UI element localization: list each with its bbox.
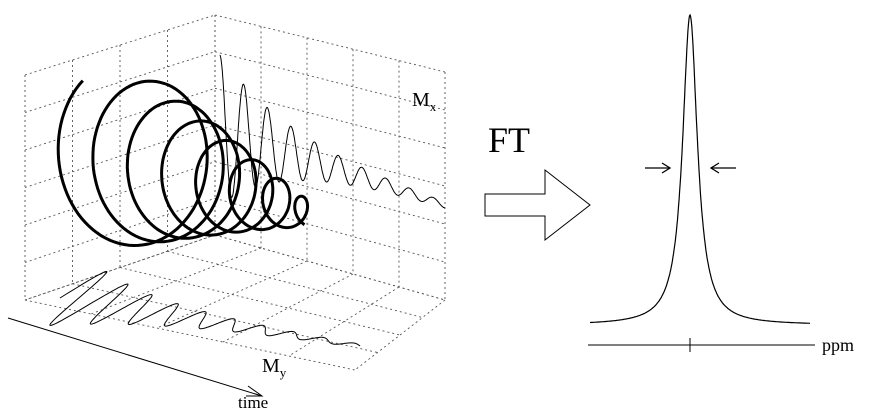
my-sub: y	[280, 365, 287, 380]
spectrum-peak	[590, 15, 810, 323]
dashed-grid	[25, 15, 445, 370]
figure: time Mx My FT ppm	[0, 0, 870, 412]
grid-line	[215, 235, 445, 300]
grid-line	[25, 198, 215, 262]
mx-sub: x	[430, 99, 437, 114]
grid-line	[73, 284, 378, 353]
mx-signal	[220, 55, 445, 208]
mx-label: Mx	[412, 89, 437, 114]
grid-line	[215, 15, 445, 72]
ft-label: FT	[488, 120, 530, 160]
magnetization-spiral	[58, 81, 307, 246]
grid-line	[120, 268, 400, 336]
linewidth-arrows	[645, 163, 736, 173]
grid-line	[168, 251, 423, 317]
time-axis	[8, 318, 262, 396]
ppm-label: ppm	[822, 335, 854, 355]
my-label: My	[262, 355, 287, 380]
mx-main: M	[412, 89, 430, 111]
page: time Mx My FT ppm (() => { const data = …	[0, 0, 870, 412]
grid-line	[215, 52, 445, 110]
grid-line	[355, 300, 445, 370]
ft-arrow	[485, 170, 590, 240]
my-main: M	[262, 355, 280, 377]
grid-line	[25, 125, 215, 188]
my-signal	[50, 272, 360, 347]
grid-line	[215, 162, 445, 224]
time-label: time	[238, 393, 268, 412]
